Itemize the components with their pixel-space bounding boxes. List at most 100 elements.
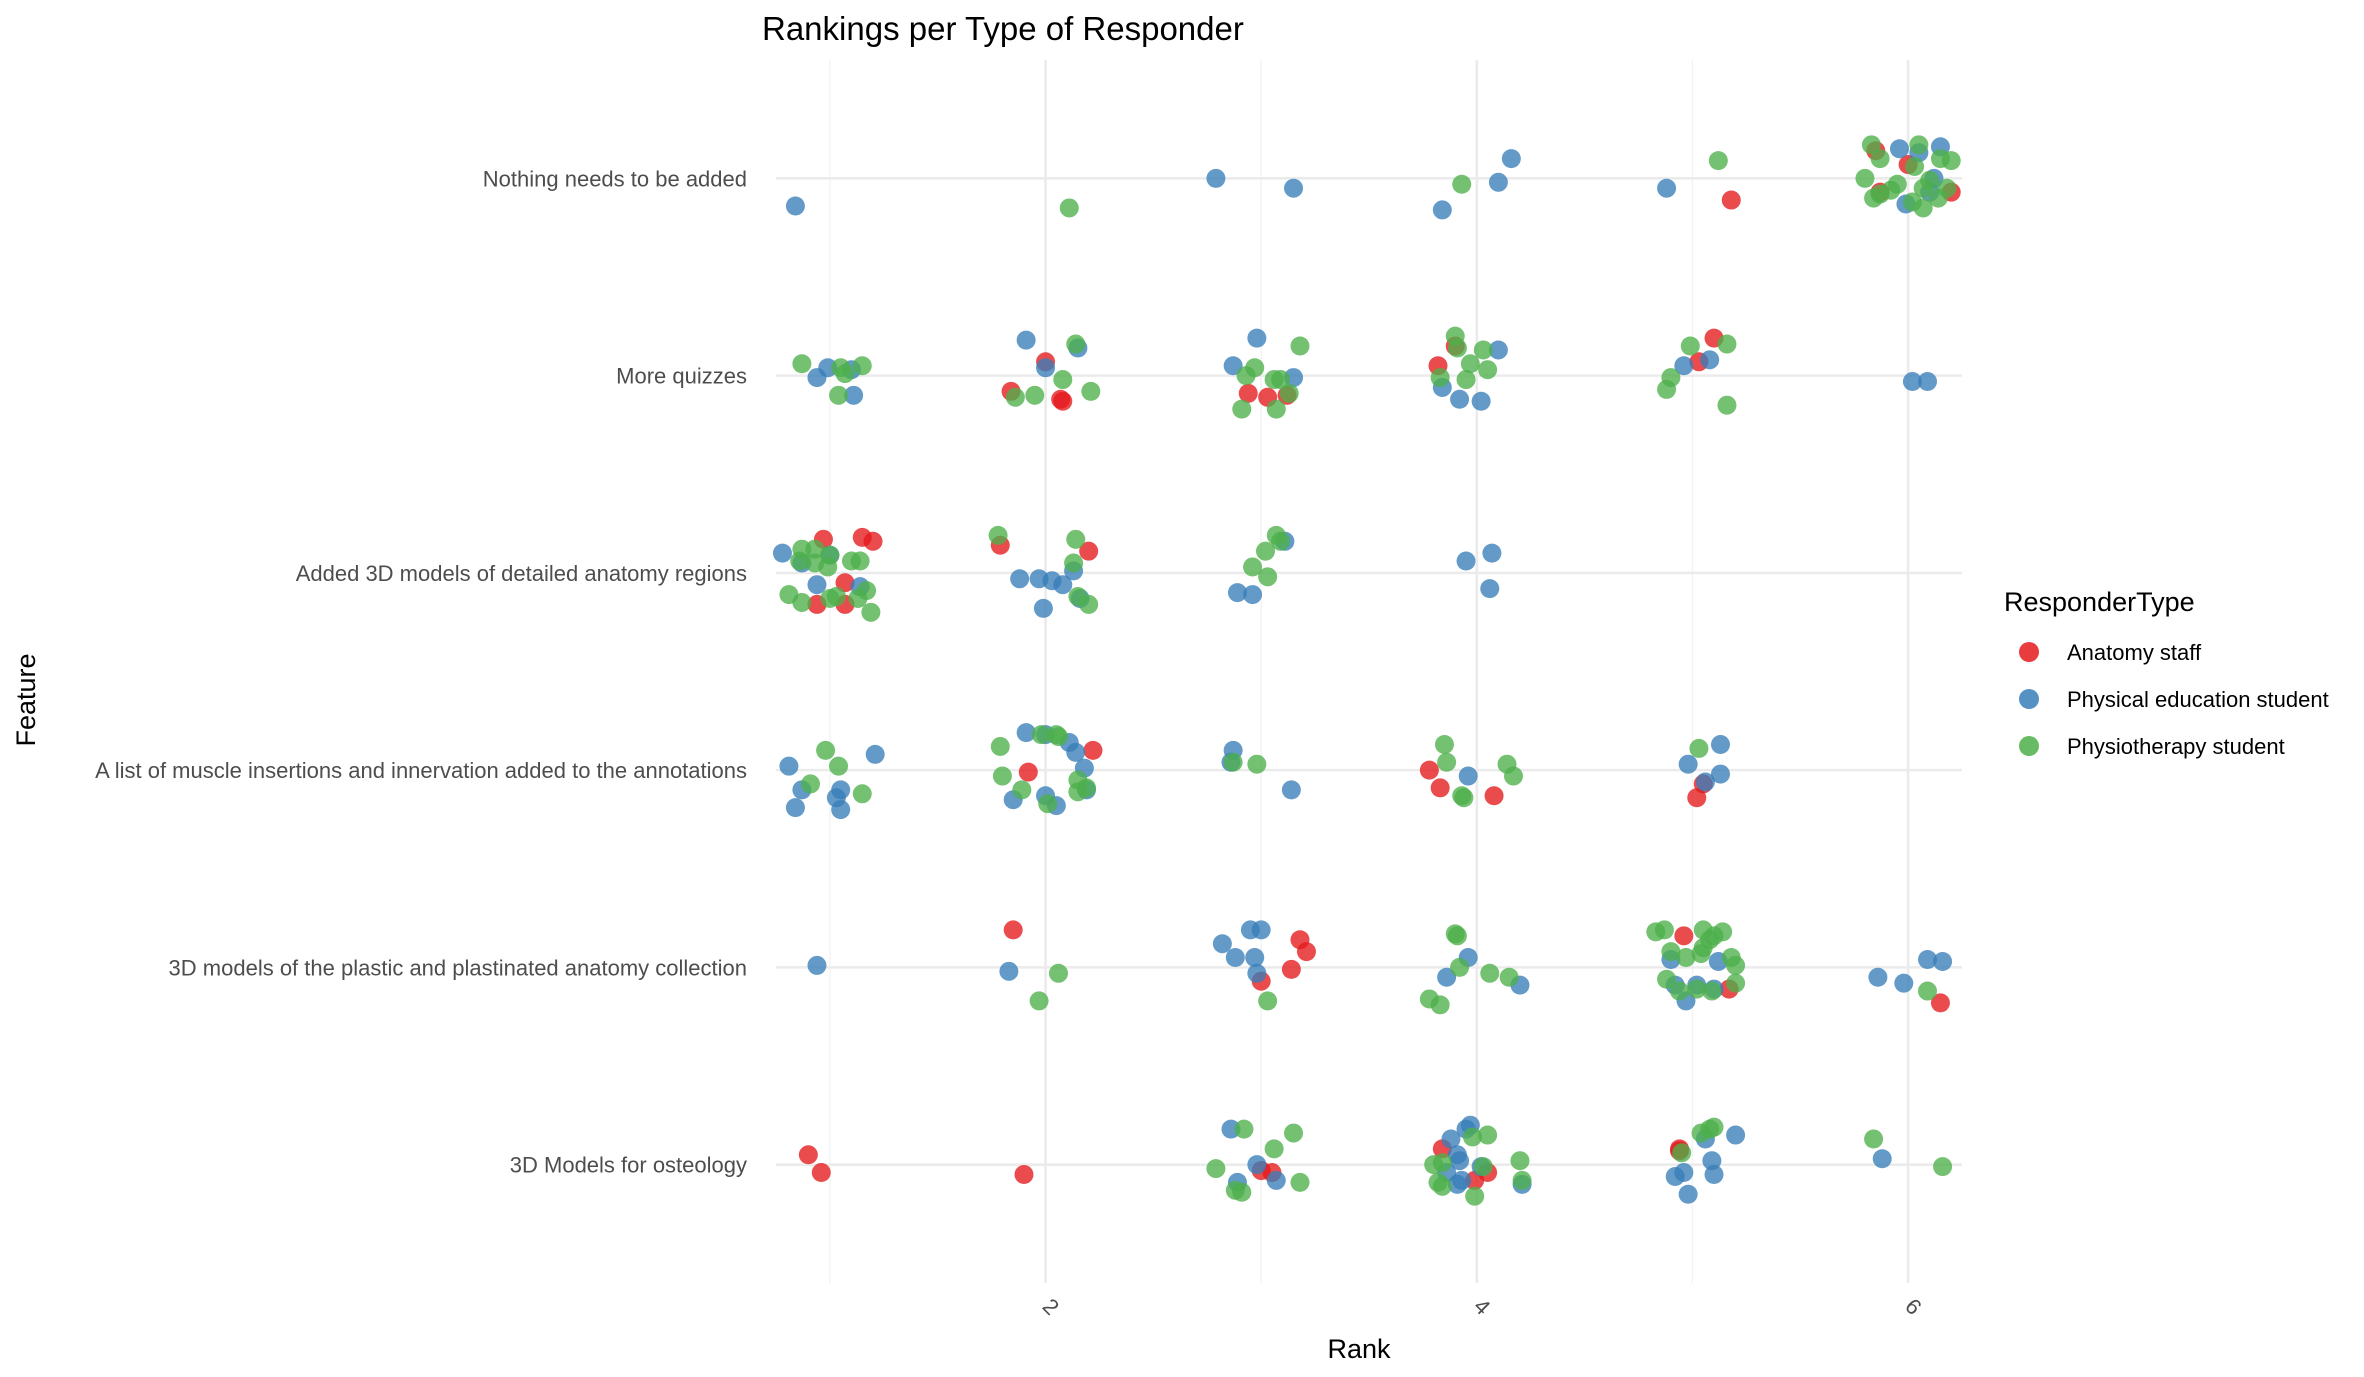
data-point [848,589,868,609]
data-point [805,539,825,559]
data-point [1079,594,1099,614]
data-point [1894,973,1914,993]
y-axis-tick-labels: 3D Models for osteology 3D models of the … [95,166,747,1177]
data-point [1687,788,1707,808]
data-point [1059,198,1079,218]
data-point [1726,973,1746,993]
legend-title: ResponderType [2004,587,2195,617]
data-point [1234,1119,1254,1139]
data-points [772,135,1961,1206]
data-point [1434,734,1454,754]
data-point [1083,740,1103,760]
data-point [1452,1170,1472,1190]
data-point [1441,1129,1461,1149]
data-point [1503,766,1523,786]
data-point [1223,356,1243,376]
data-point [1016,723,1036,743]
data-point [1232,1182,1252,1202]
data-point [999,961,1019,981]
data-point [1025,385,1045,405]
data-point [1454,788,1474,808]
data-point [1674,356,1694,376]
data-point [1064,553,1084,573]
data-point [1430,368,1450,388]
data-point [1917,372,1937,392]
data-point [1657,969,1677,989]
data-point [1081,381,1101,401]
data-point [852,784,872,804]
data-point [829,385,849,405]
data-point [1726,1125,1746,1145]
data-point [1868,967,1888,987]
data-point [792,592,812,612]
data-point [779,756,799,776]
data-point [1225,948,1245,968]
data-point [1887,174,1907,194]
y-axis-title: Feature [11,653,41,746]
data-point [1432,1153,1452,1173]
data-point [1933,951,1953,971]
data-point [1447,926,1467,946]
data-point [1680,336,1700,356]
x-tick-label: 4 [1469,1294,1495,1320]
data-point [835,573,855,593]
data-point [1290,336,1310,356]
data-point [792,354,812,374]
data-point [1266,399,1286,419]
data-point [1456,370,1476,390]
data-point [1079,541,1099,561]
data-point [990,736,1010,756]
data-point [1014,1165,1034,1185]
data-point [1872,1149,1892,1169]
data-point [1018,762,1038,782]
data-point [1672,1143,1692,1163]
data-point [1266,1170,1286,1190]
data-point [1031,725,1051,745]
data-point [1068,782,1088,802]
data-point [1245,948,1265,968]
data-point [1281,959,1301,979]
data-point [1676,948,1696,968]
data-point [1447,338,1467,358]
data-point [1941,151,1961,171]
data-point [1264,370,1284,390]
data-point [1066,334,1086,354]
data-point [1456,551,1476,571]
data-point [1290,1172,1310,1192]
data-point [1657,379,1677,399]
data-point [1482,543,1502,563]
data-point [816,740,836,760]
data-point [1473,1157,1493,1177]
y-tick-label: Added 3D models of detailed anatomy regi… [296,561,747,586]
data-point [1695,772,1715,792]
y-tick-label: Nothing needs to be added [483,166,747,191]
data-point [850,551,870,571]
data-point [1463,1127,1483,1147]
data-point [1012,780,1032,800]
data-point [1460,354,1480,374]
data-point [1066,742,1086,762]
data-point [1223,752,1243,772]
data-point [1284,178,1304,198]
data-point [1700,350,1720,370]
data-point [829,756,849,776]
data-point [1930,993,1950,1013]
y-tick-label: 3D models of the plastic and plastinated… [169,955,747,980]
legend-items: Anatomy staff Physical education student P… [2019,640,2329,759]
data-point [1010,569,1030,589]
data-point [1053,575,1073,595]
data-point [1281,780,1301,800]
data-point [1661,942,1681,962]
data-point [1473,340,1493,360]
data-point [1430,778,1450,798]
data-point [1913,198,1933,218]
data-point [1247,328,1267,348]
data-point [1913,178,1933,198]
data-point [1437,967,1457,987]
data-point [1704,1165,1724,1185]
data-point [1674,1163,1694,1183]
data-point [1654,920,1674,940]
data-point [1003,920,1023,940]
data-point [1864,188,1884,208]
